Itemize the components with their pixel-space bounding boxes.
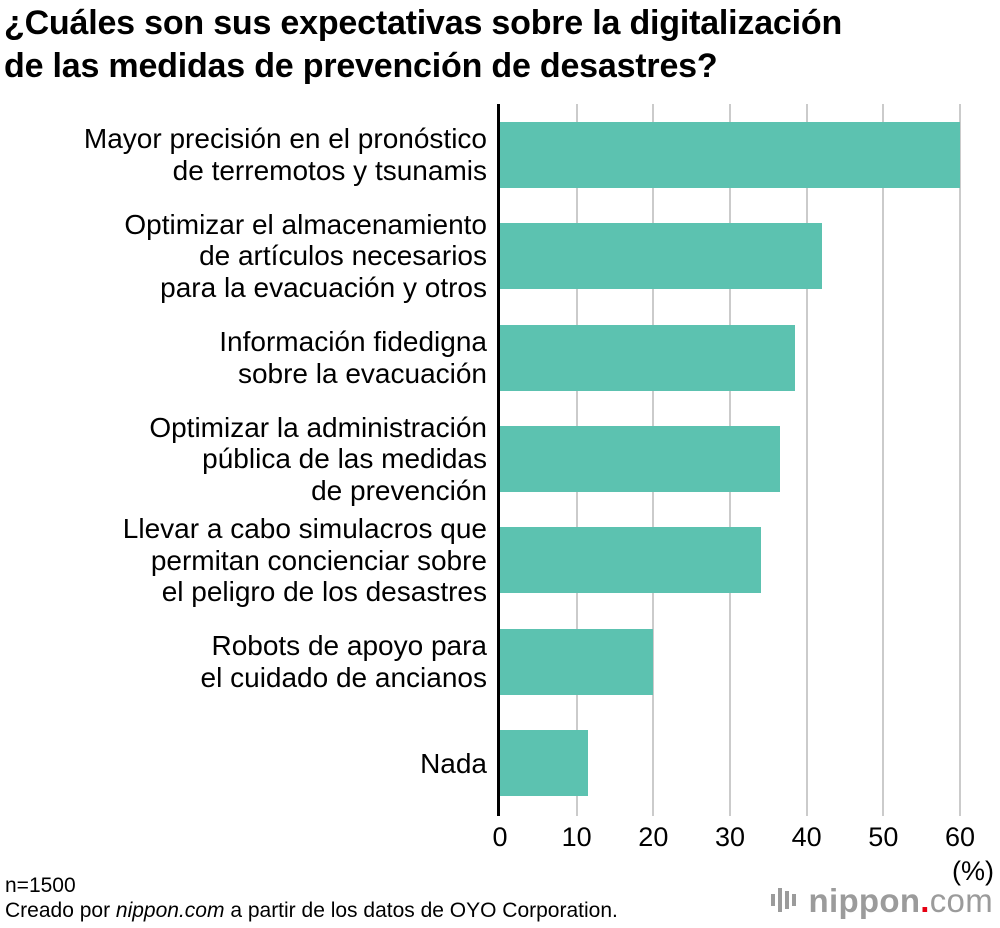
nippon-logo: nippon.com	[770, 878, 993, 922]
x-tick-label: 60	[944, 822, 976, 852]
category-label: Información fidedigna sobre la evacuació…	[219, 326, 487, 389]
chart-rows: Mayor precisión en el pronóstico de terr…	[0, 104, 960, 814]
chart-row: Optimizar el almacenamiento de artículos…	[0, 205, 960, 306]
bar	[500, 730, 589, 797]
bar-track	[500, 713, 960, 814]
credit-line: Creado por nippon.com a partir de los da…	[5, 899, 618, 923]
x-axis-unit: (%)	[952, 856, 994, 886]
x-axis: 0 10 20 30 40 50 60	[492, 822, 975, 858]
x-tick-label: 50	[868, 822, 899, 852]
category-label: Robots de apoyo para el cuidado de ancia…	[200, 630, 487, 693]
credit-brand: nippon.com	[115, 899, 225, 922]
logo-text: nippon.com	[809, 884, 993, 917]
bar	[500, 425, 780, 492]
bar	[500, 527, 761, 594]
logo-tld: com	[929, 881, 993, 919]
gridline	[959, 104, 961, 816]
category-label: Optimizar el almacenamiento de artículos…	[124, 209, 487, 303]
category-label: Llevar a cabo simulacros que permitan co…	[122, 513, 487, 608]
chart-row: Nada	[0, 713, 960, 814]
bar	[500, 223, 822, 290]
chart-row: Mayor precisión en el pronóstico de terr…	[0, 104, 960, 205]
category-label: Optimizar la administración pública de l…	[149, 411, 487, 506]
nippon-logo-icon	[770, 885, 800, 915]
bar-track	[500, 104, 960, 205]
chart-row: Llevar a cabo simulacros que permitan co…	[0, 510, 960, 611]
chart-title: ¿Cuáles son sus expectativas sobre la di…	[4, 4, 843, 85]
bar-track	[500, 307, 960, 408]
x-tick-label: 30	[714, 822, 746, 852]
bar-track	[500, 510, 960, 611]
category-label: Mayor precisión en el pronóstico de terr…	[83, 123, 487, 186]
bar-chart: Mayor precisión en el pronóstico de terr…	[0, 104, 1000, 894]
bar	[500, 324, 796, 391]
gridline	[805, 104, 808, 816]
credit-prefix: Creado por	[5, 899, 116, 922]
bar-track	[500, 205, 960, 306]
x-tick-label: 20	[638, 822, 669, 852]
bar-track	[500, 408, 960, 509]
chart-row: Robots de apoyo para el cuidado de ancia…	[0, 611, 960, 712]
x-tick-label: 0	[492, 822, 508, 852]
logo-dot: .	[920, 881, 930, 919]
chart-row: Optimizar la administración pública de l…	[0, 408, 960, 509]
chart-row: Información fidedigna sobre la evacuació…	[0, 307, 960, 408]
bar	[500, 628, 654, 695]
bar	[500, 121, 960, 188]
credit-suffix: a partir de los datos de OYO Corporation…	[224, 899, 618, 922]
bar-track	[500, 611, 960, 712]
sample-size: n=1500	[5, 874, 76, 897]
x-tick-label: 10	[561, 822, 592, 852]
gridline	[882, 104, 885, 816]
category-label: Nada	[420, 747, 487, 779]
x-tick-label: 40	[791, 822, 822, 852]
y-axis-line	[497, 104, 500, 816]
logo-name: nippon	[808, 881, 921, 919]
